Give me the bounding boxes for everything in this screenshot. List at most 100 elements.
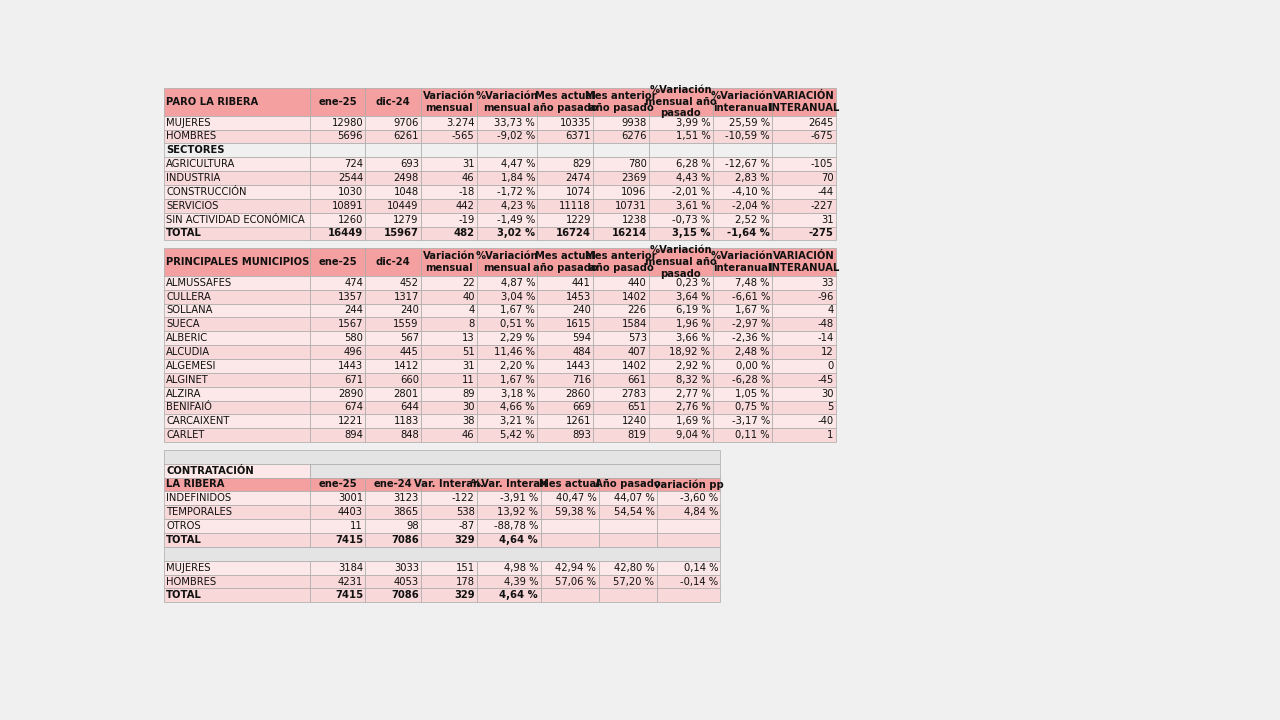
Bar xyxy=(365,477,421,492)
Bar xyxy=(593,171,649,185)
Text: 3,64 %: 3,64 % xyxy=(676,292,710,302)
Bar xyxy=(599,588,657,603)
Text: 1559: 1559 xyxy=(393,320,419,329)
Bar xyxy=(421,318,477,331)
Text: CULLERA: CULLERA xyxy=(166,292,211,302)
Text: 4,84 %: 4,84 % xyxy=(684,507,718,517)
Text: 1261: 1261 xyxy=(566,416,591,426)
Bar xyxy=(310,400,365,415)
Bar xyxy=(649,415,713,428)
Text: 10731: 10731 xyxy=(616,201,646,211)
Bar xyxy=(649,248,713,276)
Text: 3,02 %: 3,02 % xyxy=(497,228,535,238)
Text: 573: 573 xyxy=(627,333,646,343)
Text: 9,04 %: 9,04 % xyxy=(676,431,710,440)
Bar xyxy=(164,359,310,373)
Bar xyxy=(421,505,477,519)
Bar xyxy=(365,331,421,345)
Bar xyxy=(365,345,421,359)
Text: ene-25: ene-25 xyxy=(319,257,357,267)
Text: 44,07 %: 44,07 % xyxy=(613,493,654,503)
Bar xyxy=(477,373,538,387)
Bar xyxy=(713,88,772,116)
Bar xyxy=(477,415,538,428)
Bar xyxy=(164,464,310,477)
Bar xyxy=(164,505,310,519)
Bar xyxy=(421,359,477,373)
Text: -14: -14 xyxy=(817,333,833,343)
Bar xyxy=(310,227,365,240)
Bar xyxy=(164,276,310,289)
Text: 1,84 %: 1,84 % xyxy=(500,173,535,183)
Text: 567: 567 xyxy=(399,333,419,343)
Text: 1402: 1402 xyxy=(622,361,646,371)
Text: 7086: 7086 xyxy=(392,590,419,600)
Bar xyxy=(772,359,836,373)
Bar xyxy=(713,185,772,199)
Text: SUECA: SUECA xyxy=(166,320,200,329)
Text: ALGEMESI: ALGEMESI xyxy=(166,361,216,371)
Bar xyxy=(477,533,540,547)
Bar xyxy=(649,400,713,415)
Text: -44: -44 xyxy=(818,187,833,197)
Bar xyxy=(593,359,649,373)
Bar xyxy=(772,331,836,345)
Text: -275: -275 xyxy=(809,228,833,238)
Text: HOMBRES: HOMBRES xyxy=(166,577,216,587)
Bar xyxy=(657,588,721,603)
Bar xyxy=(310,289,365,304)
Bar xyxy=(310,199,365,212)
Text: 42,94 %: 42,94 % xyxy=(556,562,596,572)
Bar xyxy=(421,116,477,130)
Text: %Variación
interanual: %Variación interanual xyxy=(712,91,773,112)
Bar xyxy=(649,304,713,318)
Bar xyxy=(599,505,657,519)
Bar xyxy=(310,304,365,318)
Bar xyxy=(365,304,421,318)
Bar xyxy=(772,185,836,199)
Bar xyxy=(164,415,310,428)
Bar xyxy=(649,143,713,157)
Bar xyxy=(310,212,365,227)
Text: 3001: 3001 xyxy=(338,493,364,503)
Text: ALGINET: ALGINET xyxy=(166,375,209,384)
Bar xyxy=(164,157,310,171)
Text: 452: 452 xyxy=(399,278,419,288)
Bar xyxy=(164,88,310,116)
Text: CONTRATACIÓN: CONTRATACIÓN xyxy=(166,466,253,476)
Text: ALBERIC: ALBERIC xyxy=(166,333,209,343)
Bar xyxy=(421,171,477,185)
Text: 31: 31 xyxy=(462,361,475,371)
Text: 30: 30 xyxy=(820,389,833,399)
Bar xyxy=(310,373,365,387)
Bar xyxy=(540,561,599,575)
Bar xyxy=(477,561,540,575)
Text: 3,66 %: 3,66 % xyxy=(676,333,710,343)
Bar xyxy=(421,289,477,304)
Bar xyxy=(593,130,649,143)
Bar xyxy=(657,533,721,547)
Text: 3033: 3033 xyxy=(394,562,419,572)
Text: 1183: 1183 xyxy=(394,416,419,426)
Bar xyxy=(538,359,593,373)
Text: 669: 669 xyxy=(572,402,591,413)
Bar xyxy=(477,171,538,185)
Text: 1,67 %: 1,67 % xyxy=(500,305,535,315)
Bar xyxy=(713,373,772,387)
Bar xyxy=(713,199,772,212)
Text: 33,73 %: 33,73 % xyxy=(494,117,535,127)
Bar xyxy=(310,575,365,588)
Text: 98: 98 xyxy=(406,521,419,531)
Bar xyxy=(164,212,310,227)
Text: -3,60 %: -3,60 % xyxy=(680,493,718,503)
Text: -0,73 %: -0,73 % xyxy=(672,215,710,225)
Bar xyxy=(365,505,421,519)
Text: -10,59 %: -10,59 % xyxy=(726,132,771,141)
Text: 38: 38 xyxy=(462,416,475,426)
Text: PARO LA RIBERA: PARO LA RIBERA xyxy=(166,96,259,107)
Text: 484: 484 xyxy=(572,347,591,357)
Bar xyxy=(772,415,836,428)
Text: 13,92 %: 13,92 % xyxy=(497,507,538,517)
Bar xyxy=(538,345,593,359)
Text: VARIACIÓN
INTERANUAL: VARIACIÓN INTERANUAL xyxy=(768,251,840,273)
